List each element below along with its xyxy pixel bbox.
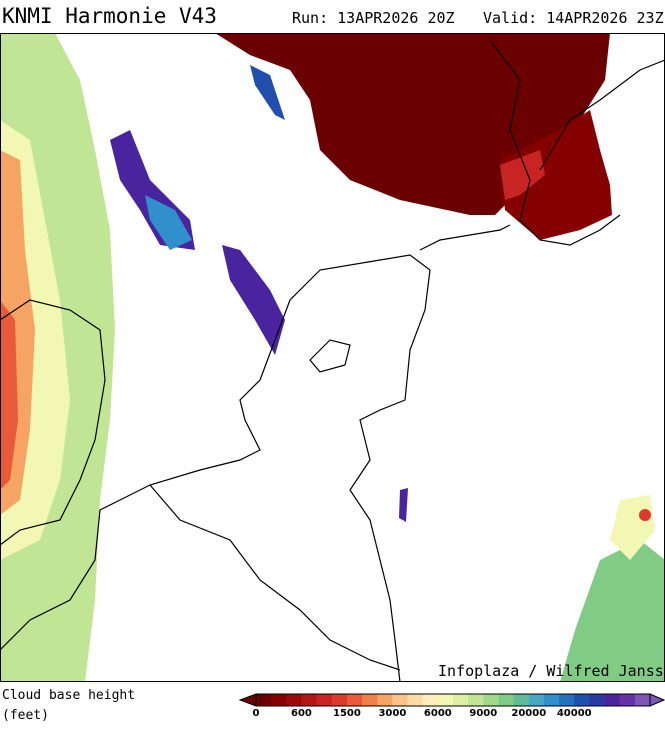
colorbar-segment <box>543 694 560 706</box>
map-field <box>0 33 665 683</box>
credit: Infoplaza / Wilfred Janssen <box>438 662 665 680</box>
colorbar-segment <box>316 694 333 706</box>
title: KNMI Harmonie V43 <box>2 4 217 28</box>
colorbar-segment <box>422 694 439 706</box>
colorbar-segment <box>377 694 393 706</box>
colorbar-segment <box>619 694 636 706</box>
colorbar-tick-label: 20000 <box>511 708 546 719</box>
colorbar-segment <box>468 694 484 706</box>
colorbar-segment <box>589 694 605 706</box>
colorbar-segment <box>437 694 454 706</box>
colorbar-segment <box>483 694 499 706</box>
colorbar-tick-label: 1500 <box>333 708 361 719</box>
colorbar-segment <box>528 694 545 706</box>
colorbar-segment <box>256 694 272 706</box>
run-time: Run: 13APR2026 20Z <box>292 9 455 27</box>
colorbar-segment <box>604 694 620 706</box>
colorbar-segment <box>453 694 469 706</box>
colorbar-segment <box>634 694 651 706</box>
colorbar: 0 600 1500 3000 6000 9000 20000 40000 <box>238 693 665 719</box>
legend-unit: (feet) <box>2 708 49 723</box>
colorbar-tick-label: 9000 <box>469 708 497 719</box>
legend-title: Cloud base height <box>2 688 135 703</box>
colorbar-tick-label: 40000 <box>557 708 592 719</box>
colorbar-segment <box>286 694 302 706</box>
colorbar-segment <box>574 694 590 706</box>
colorbar-tick-label: 0 <box>253 708 260 719</box>
colorbar-segment <box>331 694 348 706</box>
colorbar-segment <box>513 694 530 706</box>
colorbar-tick-label: 6000 <box>424 708 452 719</box>
colorbar-segment <box>559 694 575 706</box>
colorbar-frame <box>255 693 651 707</box>
colorbar-segment <box>392 694 408 706</box>
colorbar-segment <box>498 694 514 706</box>
colorbar-segment <box>362 694 378 706</box>
colorbar-segment <box>346 694 363 706</box>
colorbar-segment <box>407 694 423 706</box>
colorbar-tick-label: 3000 <box>378 708 406 719</box>
colorbar-segment <box>301 694 317 706</box>
colorbar-arrow-high <box>649 693 665 707</box>
colorbar-segment <box>271 694 287 706</box>
valid-time: Valid: 14APR2026 23Z <box>483 9 664 27</box>
colorbar-arrow-low <box>238 693 257 707</box>
colorbar-tick-label: 600 <box>291 708 312 719</box>
